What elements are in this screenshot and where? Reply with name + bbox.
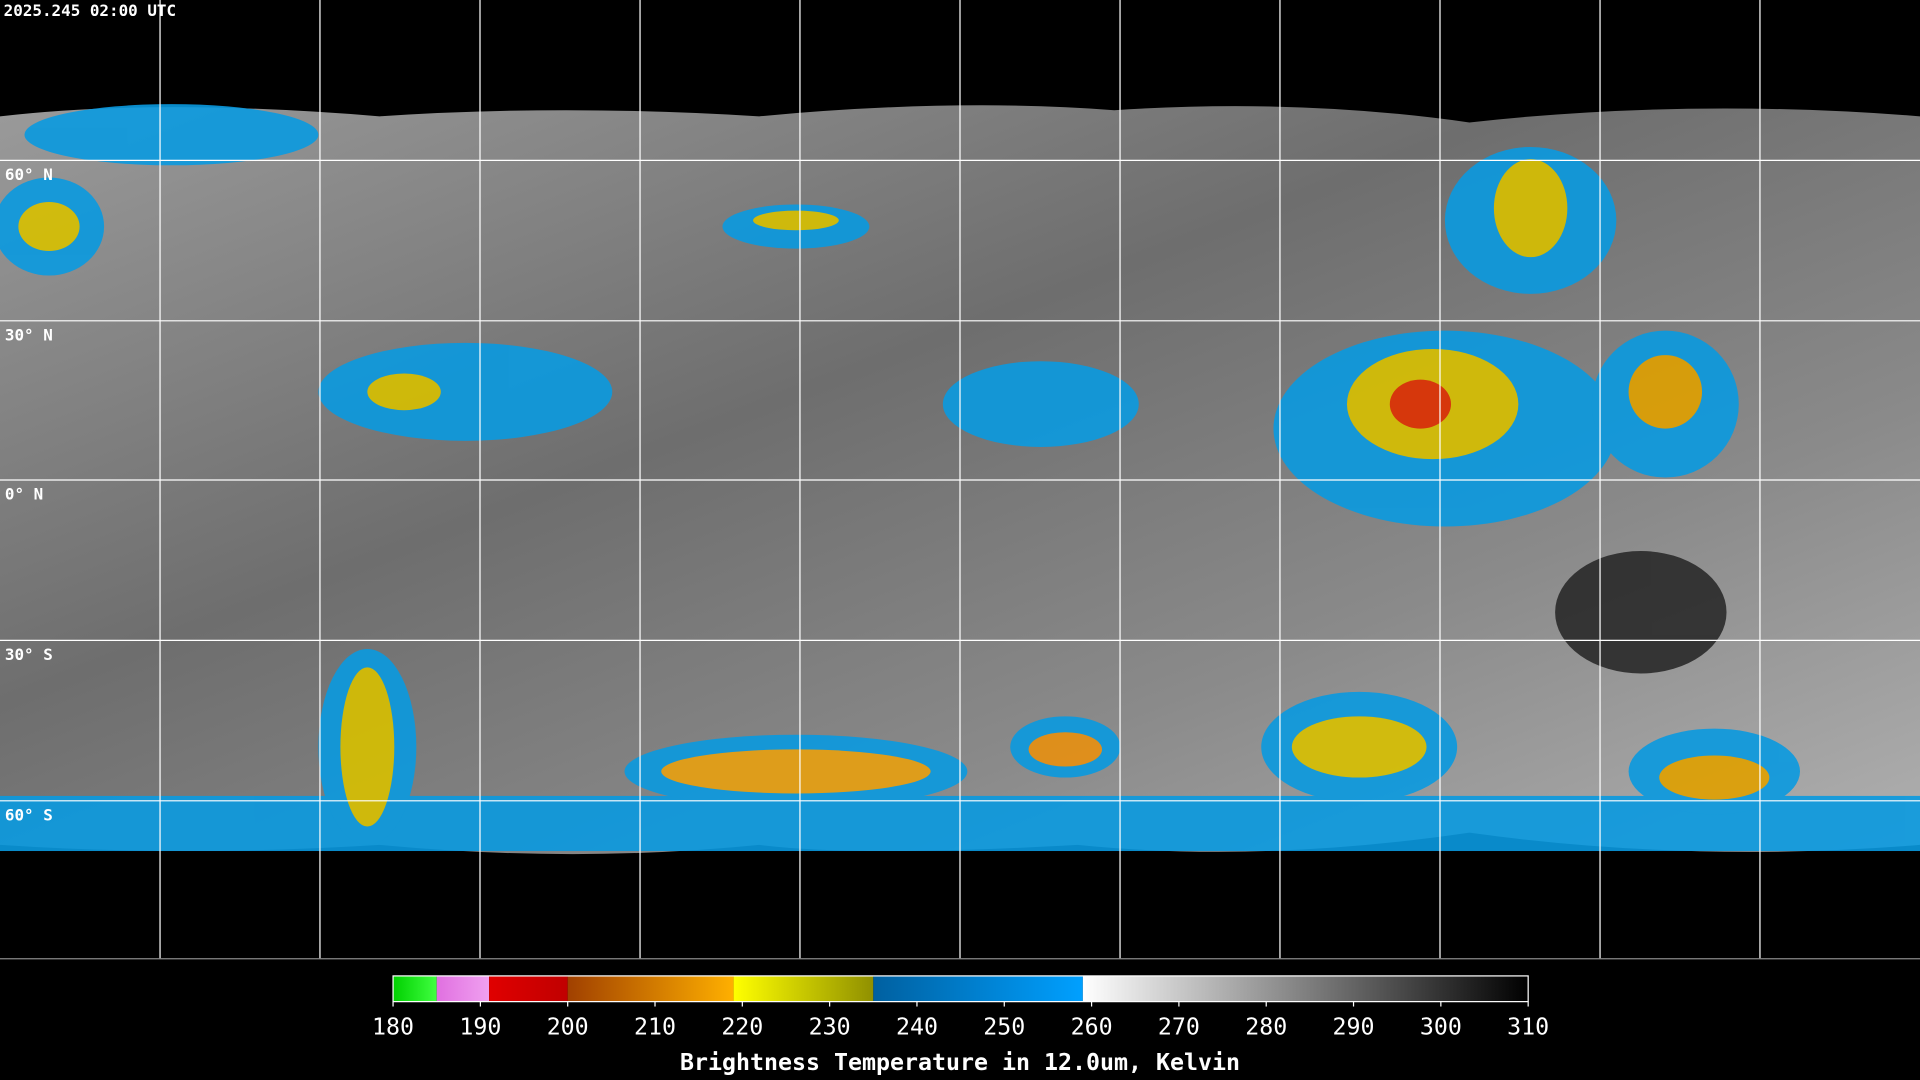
- colorbar-tick-label: 310: [1507, 1014, 1549, 1041]
- colorbar-tick-label: 250: [983, 1014, 1025, 1041]
- colorbar-segment: [567, 975, 734, 1002]
- colorbar-segment: [393, 975, 437, 1002]
- colorbar-tick-label: 200: [547, 1014, 589, 1041]
- colorbar-frame: [392, 975, 1529, 1003]
- latitude-labels: 60° N 30° N 0° N 30° S 60° S: [5, 165, 53, 824]
- colorbar: 180 190 200 210 220 230 240 250 260 270 280 290 300 3…: [372, 975, 1549, 1041]
- colorbar-tick-label: 300: [1420, 1014, 1462, 1041]
- colorbar-tick-label: 190: [459, 1014, 501, 1041]
- latitude-label: 60° N: [5, 165, 53, 184]
- colorbar-segment: [489, 975, 568, 1002]
- colorbar-tick-label: 290: [1333, 1014, 1375, 1041]
- latitude-label: 0° N: [5, 485, 43, 504]
- colorbar-tick-label: 270: [1158, 1014, 1200, 1041]
- latitude-label: 30° S: [5, 645, 53, 664]
- latitude-label: 60° S: [5, 805, 53, 824]
- colorbar-segment: [733, 975, 874, 1002]
- timestamp: 2025.245 02:00 UTC: [4, 1, 176, 20]
- colorbar-segment: [436, 975, 490, 1002]
- graticule: [0, 0, 1920, 960]
- colorbar-segment: [873, 975, 1083, 1002]
- colorbar-tick-label: 220: [721, 1014, 763, 1041]
- colorbar-tick-label: 260: [1071, 1014, 1113, 1041]
- colorbar-label: Brightness Temperature in 12.0um, Kelvin: [680, 1049, 1240, 1076]
- latitude-label: 30° N: [5, 325, 53, 344]
- colorbar-segment: [1082, 975, 1529, 1002]
- colorbar-tick-label: 240: [896, 1014, 938, 1041]
- colorbar-tick-label: 210: [634, 1014, 676, 1041]
- colorbar-tick-label: 180: [372, 1014, 414, 1041]
- colorbar-tick-label: 230: [809, 1014, 851, 1041]
- colorbar-tick-label: 280: [1245, 1014, 1287, 1041]
